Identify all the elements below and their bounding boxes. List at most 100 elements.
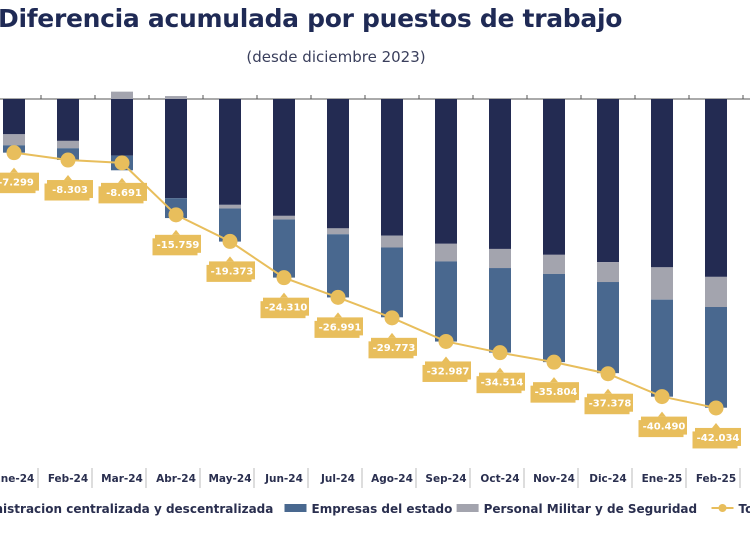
bar-administracion-Mar-24 [111,99,133,156]
bar-administracion-May-24 [219,99,241,205]
x-tick-label: Ene-24 [0,473,34,485]
x-tick-label: Ene-25 [642,473,683,485]
bar-personal-Feb-25 [705,276,727,308]
bar-personal-Jun-24 [273,215,295,220]
total-point [222,233,238,249]
x-tick-label: May-24 [208,473,251,485]
bar-empresas-Jun-24 [273,219,295,278]
bar-personal-Abr-24 [165,96,187,99]
bar-empresas-Oct-24 [489,268,511,353]
total-data-label: -34.514 [481,378,524,389]
x-tick-label: Feb-25 [696,473,736,485]
bar-empresas-Jul-24 [327,234,349,298]
total-point [276,270,292,286]
total-label-caret [226,256,234,262]
total-label-caret [712,422,720,428]
total-point [60,152,76,168]
x-tick-label: Feb-24 [48,473,88,485]
legend-swatch [456,504,479,512]
total-point [492,345,508,361]
total-data-label: -37.378 [589,399,632,410]
total-label-caret [10,167,18,173]
bar-empresas-Dic-24 [597,282,619,374]
legend-label: Personal Militar y de Seguridad [484,502,698,516]
total-data-label: -40.490 [643,422,686,433]
bar-administracion-Jun-24 [273,99,295,216]
total-point [384,310,400,326]
bar-administracion-Feb-25 [705,99,727,277]
total-label-caret [334,312,342,318]
total-label-box [209,261,255,280]
chart-title: Diferencia acumulada por puestos de trab… [0,4,623,33]
total-data-label: -8.303 [52,185,88,196]
x-tick-label: Mar-24 [101,473,143,485]
bar-personal-Nov-24 [543,254,565,274]
bar-administracion-Ene-25 [651,99,673,268]
bar-administracion-Ene-24 [3,99,25,135]
total-label-box [47,180,93,199]
legend-label: Administracion centralizada y descentral… [0,502,273,516]
x-tick-label: Dic-24 [589,473,627,485]
bar-personal-Oct-24 [489,248,511,269]
legend-point-swatch [718,504,727,512]
bar-personal-Mar-24 [111,91,133,99]
total-label-box [263,297,309,316]
total-label-box [587,393,633,412]
bar-personal-Dic-24 [597,262,619,283]
total-label-caret [658,411,666,417]
bar-administracion-Oct-24 [489,99,511,249]
total-label-box [155,234,201,253]
total-label-caret [388,332,396,338]
total-point [708,400,724,416]
total-label-caret [118,177,126,183]
bar-administracion-Feb-24 [57,99,79,141]
total-data-label: -26.991 [319,322,362,333]
x-tick-label: Abr-24 [156,473,196,485]
bar-empresas-Nov-24 [543,273,565,363]
bar-empresas-Ene-25 [651,299,673,397]
total-label-caret [604,388,612,394]
total-data-label: -8.691 [106,188,142,199]
total-data-label: -24.310 [265,303,308,314]
total-data-label: -35.804 [535,387,578,398]
total-data-label: -7.299 [0,178,34,189]
total-label-caret [442,356,450,362]
bar-personal-Feb-24 [57,140,79,149]
chart-subtitle: (desde diciembre 2023) [246,48,426,66]
total-label-caret [550,377,558,383]
x-tick-label: Jul-24 [320,473,355,485]
bar-administracion-Sep-24 [435,99,457,244]
total-label-caret [496,367,504,373]
bar-administracion-Abr-24 [165,99,187,199]
total-data-label: -42.034 [697,433,740,444]
x-tick-label: Jun-24 [264,473,303,485]
total-label-box [695,427,741,446]
bar-administracion-Dic-24 [597,99,619,263]
bar-administracion-Nov-24 [543,99,565,255]
bar-personal-Sep-24 [435,243,457,262]
legend-label: Total [739,502,750,516]
bar-personal-Jul-24 [327,228,349,235]
bar-empresas-Ago-24 [381,247,403,318]
total-label-box [101,182,147,201]
total-line [13,151,717,409]
total-point [600,366,616,382]
legend-swatch [284,504,307,512]
total-label-caret [280,292,288,298]
legend-label: Empresas del estado [312,502,453,516]
x-tick-label: Sep-24 [425,473,466,485]
x-tick-label: Oct-24 [480,473,519,485]
total-point [6,145,22,161]
total-point [330,289,346,305]
total-label-box [479,372,525,391]
total-point [114,155,130,171]
total-label-box [641,416,687,435]
total-label-caret [172,229,180,235]
total-label-box [0,172,39,191]
x-tick-label: Nov-24 [533,473,575,485]
total-data-label: -19.373 [211,266,254,277]
total-label-caret [64,175,72,181]
total-label-box [317,317,363,336]
total-data-label: -15.759 [157,240,200,251]
